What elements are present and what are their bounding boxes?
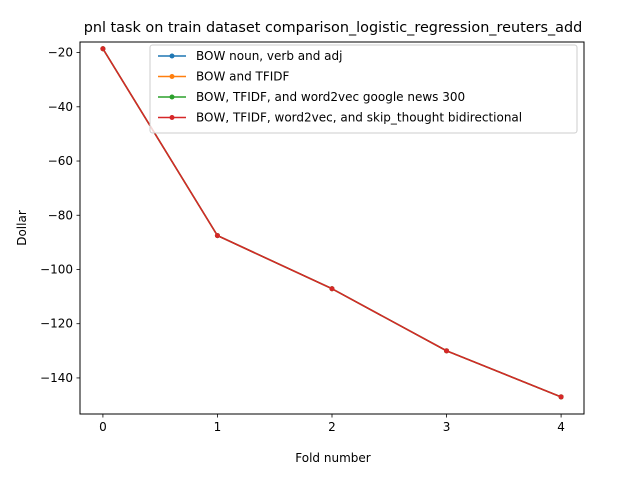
y-axis: −20 −40 −60 −80 −100 −120 −140 xyxy=(40,46,80,385)
x-tick-label-0: 0 xyxy=(99,420,107,434)
series-3-point-3 xyxy=(444,348,450,354)
chart-title: pnl task on train dataset comparison_log… xyxy=(84,20,583,36)
legend-label-2: BOW, TFIDF, and word2vec google news 300 xyxy=(196,90,465,104)
x-axis: 0 1 2 3 4 xyxy=(99,414,565,434)
y-axis-label: Dollar xyxy=(15,210,29,246)
legend-label-3: BOW, TFIDF, word2vec, and skip_thought b… xyxy=(196,111,522,125)
y-tick-label-4: −100 xyxy=(40,262,73,276)
legend-marker-3 xyxy=(169,115,175,120)
legend-marker-1 xyxy=(169,74,175,79)
legend-label-0: BOW noun, verb and adj xyxy=(196,49,342,63)
y-tick-label-1: −40 xyxy=(48,100,73,114)
y-tick-label-0: −20 xyxy=(48,46,73,60)
series-3-point-4 xyxy=(558,394,564,400)
x-tick-label-1: 1 xyxy=(214,420,222,434)
series-group xyxy=(100,46,564,400)
y-tick-label-5: −120 xyxy=(40,317,73,331)
x-axis-label: Fold number xyxy=(295,451,370,465)
series-3-point-0 xyxy=(100,46,106,52)
y-tick-label-2: −60 xyxy=(48,154,73,168)
legend-marker-2 xyxy=(169,94,175,100)
legend-marker-0 xyxy=(169,53,175,59)
y-tick-label-3: −80 xyxy=(48,208,73,222)
x-tick-label-3: 3 xyxy=(443,420,451,434)
series-3-point-1 xyxy=(214,233,220,239)
series-3-point-2 xyxy=(329,286,335,292)
x-tick-label-2: 2 xyxy=(328,420,336,434)
legend: BOW noun, verb and adj BOW and TFIDF BOW, … xyxy=(149,44,578,134)
x-tick-label-4: 4 xyxy=(557,420,565,434)
legend-label-1: BOW and TFIDF xyxy=(196,70,290,84)
legend-box xyxy=(149,44,578,134)
y-tick-label-6: −140 xyxy=(40,371,73,385)
